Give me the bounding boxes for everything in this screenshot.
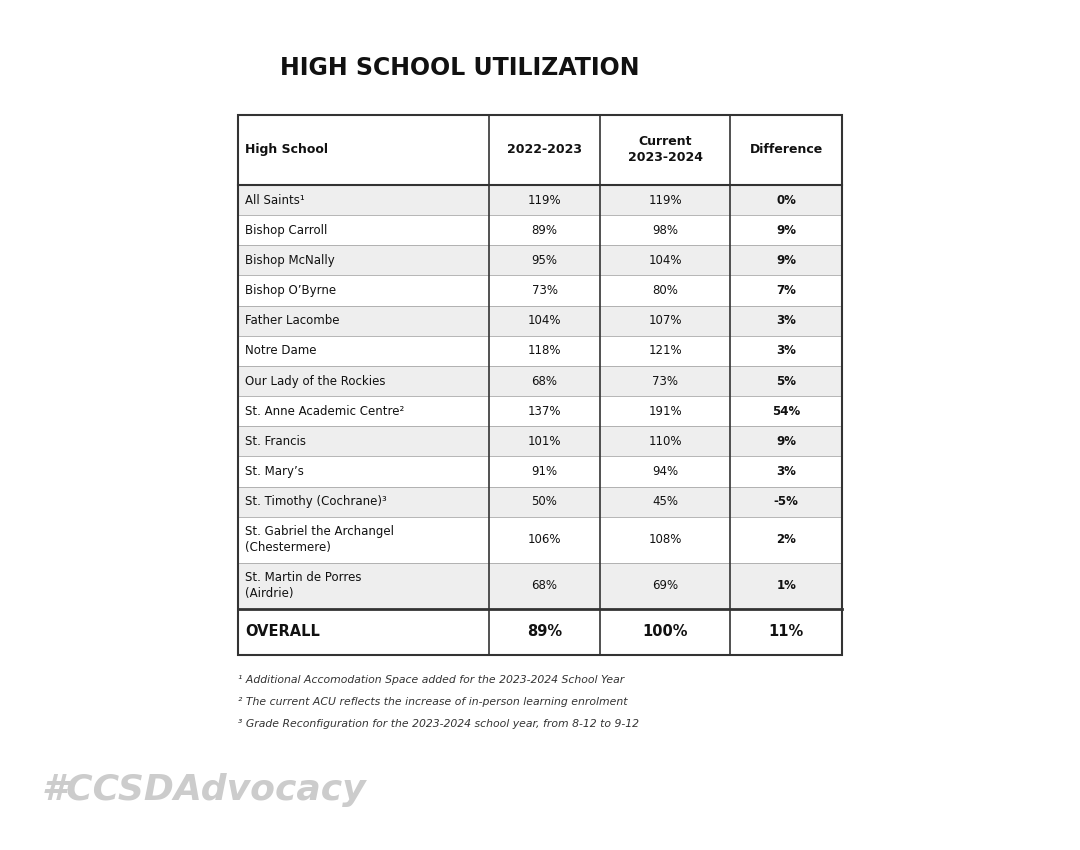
Text: 107%: 107%: [649, 314, 683, 327]
Bar: [238, 336, 842, 366]
Text: OVERALL: OVERALL: [245, 625, 320, 639]
Text: Notre Dame: Notre Dame: [245, 344, 316, 357]
Text: 191%: 191%: [648, 405, 683, 417]
Text: 73%: 73%: [652, 375, 678, 388]
Text: Bishop O’Byrne: Bishop O’Byrne: [245, 284, 336, 297]
Text: Current
2023-2024: Current 2023-2024: [627, 135, 703, 165]
Text: 2%: 2%: [777, 533, 796, 547]
Text: Difference: Difference: [750, 144, 823, 156]
Text: 121%: 121%: [648, 344, 683, 357]
Text: 106%: 106%: [528, 533, 562, 547]
Text: 98%: 98%: [652, 224, 678, 237]
Text: 100%: 100%: [643, 625, 688, 639]
Text: 104%: 104%: [649, 254, 683, 267]
Text: HIGH SCHOOL UTILIZATION: HIGH SCHOOL UTILIZATION: [280, 56, 639, 80]
Text: 89%: 89%: [527, 625, 562, 639]
Text: 108%: 108%: [649, 533, 681, 547]
Bar: [238, 486, 842, 517]
Text: Our Lady of the Rockies: Our Lady of the Rockies: [245, 375, 386, 388]
Bar: [238, 563, 842, 609]
Text: Father Lacombe: Father Lacombe: [245, 314, 340, 327]
Bar: [238, 215, 842, 246]
Text: All Saints¹: All Saints¹: [245, 194, 305, 207]
Text: 119%: 119%: [528, 194, 562, 207]
Text: ¹ Additional Accomodation Space added for the 2023-2024 School Year: ¹ Additional Accomodation Space added fo…: [238, 675, 624, 685]
Text: Bishop McNally: Bishop McNally: [245, 254, 335, 267]
Text: 95%: 95%: [531, 254, 557, 267]
Text: 69%: 69%: [652, 580, 678, 592]
Bar: [238, 396, 842, 426]
Bar: [238, 275, 842, 306]
Text: 73%: 73%: [531, 284, 557, 297]
Bar: [238, 185, 842, 215]
Bar: [238, 246, 842, 275]
Text: St. Mary’s: St. Mary’s: [245, 465, 305, 478]
Text: 104%: 104%: [528, 314, 562, 327]
Text: 119%: 119%: [648, 194, 683, 207]
Text: #CCSDAdvocacy: #CCSDAdvocacy: [42, 773, 366, 807]
Text: St. Anne Academic Centre²: St. Anne Academic Centre²: [245, 405, 405, 417]
Text: 45%: 45%: [652, 496, 678, 508]
Text: 11%: 11%: [769, 625, 804, 639]
Bar: [238, 306, 842, 336]
Text: 3%: 3%: [777, 314, 796, 327]
Text: 3%: 3%: [777, 344, 796, 357]
Text: 9%: 9%: [777, 254, 796, 267]
Text: 118%: 118%: [528, 344, 562, 357]
Text: 68%: 68%: [531, 580, 557, 592]
Text: High School: High School: [245, 144, 328, 156]
Text: 1%: 1%: [777, 580, 796, 592]
Text: 137%: 137%: [528, 405, 562, 417]
Bar: [238, 366, 842, 396]
Text: 68%: 68%: [531, 375, 557, 388]
Text: St. Timothy (Cochrane)³: St. Timothy (Cochrane)³: [245, 496, 387, 508]
Text: -5%: -5%: [773, 496, 798, 508]
Text: ³ Grade Reconfiguration for the 2023-2024 school year, from 8-12 to 9-12: ³ Grade Reconfiguration for the 2023-202…: [238, 719, 639, 729]
Text: 54%: 54%: [772, 405, 800, 417]
Text: St. Francis: St. Francis: [245, 435, 307, 448]
Text: 110%: 110%: [649, 435, 683, 448]
Text: 80%: 80%: [652, 284, 678, 297]
Text: ² The current ACU reflects the increase of in-person learning enrolment: ² The current ACU reflects the increase …: [238, 697, 627, 707]
Text: Bishop Carroll: Bishop Carroll: [245, 224, 327, 237]
Text: 9%: 9%: [777, 224, 796, 237]
Bar: [238, 115, 842, 185]
Text: St. Gabriel the Archangel
(Chestermere): St. Gabriel the Archangel (Chestermere): [245, 525, 394, 554]
Text: St. Martin de Porres
(Airdrie): St. Martin de Porres (Airdrie): [245, 571, 362, 600]
Text: 5%: 5%: [777, 375, 796, 388]
Text: 2022-2023: 2022-2023: [507, 144, 582, 156]
Text: 94%: 94%: [652, 465, 678, 478]
Text: 101%: 101%: [528, 435, 562, 448]
Bar: [238, 456, 842, 486]
Bar: [238, 426, 842, 456]
Text: 0%: 0%: [777, 194, 796, 207]
Text: 91%: 91%: [531, 465, 557, 478]
Text: 7%: 7%: [777, 284, 796, 297]
Bar: [238, 609, 842, 655]
Bar: [238, 517, 842, 563]
Text: 89%: 89%: [531, 224, 557, 237]
Text: 3%: 3%: [777, 465, 796, 478]
Text: 50%: 50%: [531, 496, 557, 508]
Text: 9%: 9%: [777, 435, 796, 448]
